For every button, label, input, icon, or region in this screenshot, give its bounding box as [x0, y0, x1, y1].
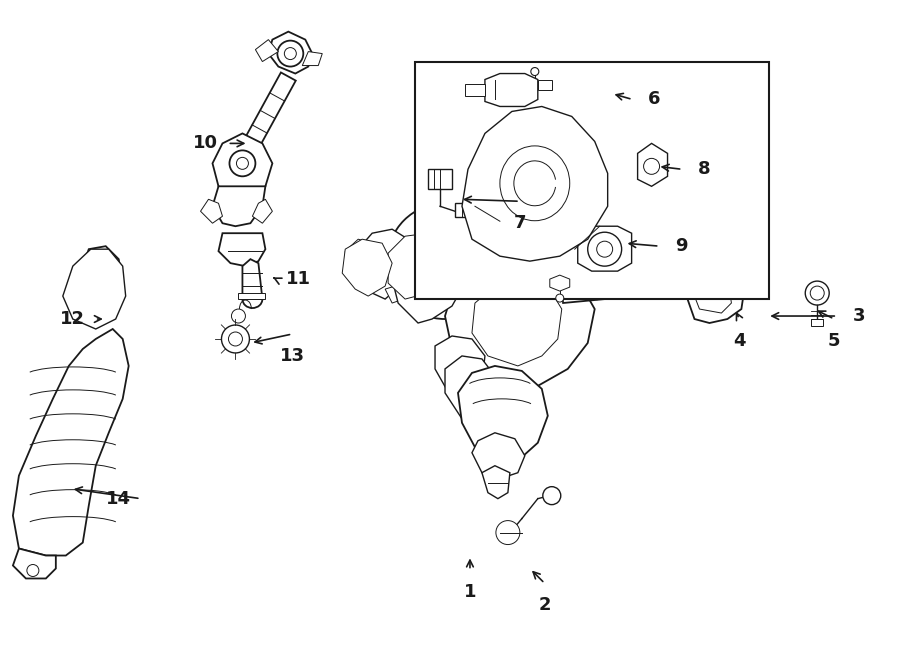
Polygon shape [388, 233, 445, 299]
Polygon shape [238, 293, 266, 299]
Polygon shape [811, 319, 824, 326]
Circle shape [231, 309, 246, 323]
Circle shape [707, 286, 727, 306]
Polygon shape [408, 249, 432, 269]
Text: 4: 4 [734, 332, 745, 350]
Polygon shape [428, 169, 452, 189]
Polygon shape [550, 275, 570, 291]
Polygon shape [212, 134, 273, 199]
Text: 2: 2 [538, 596, 551, 615]
Polygon shape [268, 32, 312, 73]
Circle shape [597, 241, 613, 257]
Circle shape [427, 243, 463, 279]
Circle shape [93, 263, 112, 283]
Text: 9: 9 [675, 237, 688, 255]
Polygon shape [465, 83, 485, 97]
Polygon shape [242, 259, 263, 299]
Circle shape [543, 486, 561, 504]
Polygon shape [346, 239, 378, 286]
Circle shape [237, 157, 248, 169]
Circle shape [407, 223, 483, 299]
Circle shape [277, 40, 303, 67]
Polygon shape [435, 336, 485, 403]
Text: 14: 14 [106, 490, 131, 508]
Polygon shape [385, 283, 412, 303]
Circle shape [496, 521, 520, 545]
Circle shape [229, 332, 242, 346]
Circle shape [588, 232, 622, 266]
Circle shape [387, 204, 503, 319]
Text: 10: 10 [193, 134, 218, 153]
Polygon shape [482, 466, 510, 498]
Circle shape [221, 325, 249, 353]
Text: 3: 3 [853, 307, 866, 325]
Circle shape [531, 67, 539, 75]
Polygon shape [13, 329, 129, 555]
Polygon shape [445, 253, 595, 389]
Polygon shape [578, 226, 632, 271]
Text: 13: 13 [280, 347, 305, 365]
Polygon shape [302, 52, 322, 65]
Text: 12: 12 [60, 310, 86, 328]
Polygon shape [538, 79, 552, 89]
Polygon shape [252, 199, 273, 223]
Circle shape [810, 286, 824, 300]
Circle shape [644, 159, 660, 175]
Circle shape [27, 564, 39, 576]
Polygon shape [201, 199, 222, 223]
Text: 11: 11 [286, 270, 310, 288]
Bar [415, 61, 770, 299]
Text: 6: 6 [648, 91, 661, 108]
Polygon shape [83, 246, 122, 306]
Polygon shape [695, 279, 732, 313]
Polygon shape [241, 73, 296, 153]
Text: 1: 1 [464, 584, 476, 602]
Circle shape [806, 281, 829, 305]
Polygon shape [637, 143, 668, 186]
Polygon shape [212, 186, 266, 226]
Text: 8: 8 [698, 161, 711, 178]
Polygon shape [358, 229, 412, 299]
Polygon shape [455, 204, 472, 217]
Text: 7: 7 [514, 214, 526, 232]
Polygon shape [256, 40, 278, 61]
Polygon shape [445, 356, 495, 419]
Circle shape [360, 255, 376, 271]
Polygon shape [83, 269, 121, 309]
Circle shape [284, 48, 296, 59]
Circle shape [556, 294, 563, 302]
Ellipse shape [722, 258, 741, 288]
Polygon shape [472, 433, 525, 479]
Polygon shape [485, 73, 538, 106]
Polygon shape [392, 239, 465, 323]
Polygon shape [561, 259, 733, 303]
Polygon shape [462, 106, 608, 261]
Polygon shape [342, 239, 392, 296]
Text: 5: 5 [828, 332, 841, 350]
Circle shape [230, 151, 256, 176]
Polygon shape [13, 549, 56, 578]
Polygon shape [219, 233, 266, 266]
Polygon shape [63, 249, 126, 329]
Polygon shape [472, 279, 562, 366]
Polygon shape [688, 269, 744, 323]
Polygon shape [458, 366, 548, 466]
